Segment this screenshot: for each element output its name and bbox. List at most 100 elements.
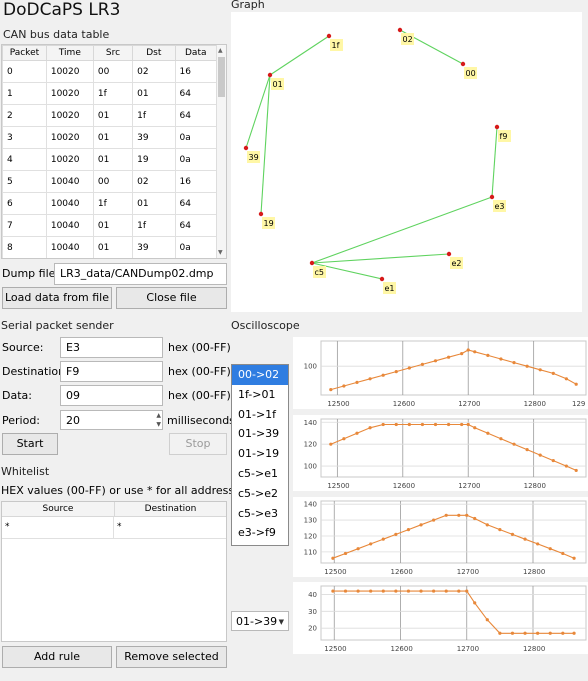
- table-cell[interactable]: 01: [92, 104, 134, 127]
- channel-list-item[interactable]: e3->f9: [238, 526, 276, 540]
- whitelist-col-source[interactable]: Source: [2, 502, 115, 516]
- table-cell[interactable]: 01: [132, 82, 176, 105]
- can-table-scrollbar[interactable]: ▲ ▼: [216, 45, 226, 258]
- table-cell[interactable]: 10020: [45, 82, 94, 105]
- table-cell[interactable]: 01: [132, 192, 176, 215]
- channel-list-item[interactable]: c5->e2: [238, 486, 278, 500]
- table-cell[interactable]: 01: [92, 214, 134, 237]
- channel-list-item[interactable]: 01->1f: [238, 407, 277, 421]
- graph-node[interactable]: 39: [243, 145, 260, 163]
- channel-list[interactable]: 00->02 1f->01 01->1f 01->39 01->19 c5->e1 c5->…: [231, 364, 289, 546]
- graph-node[interactable]: 02: [397, 27, 414, 45]
- scroll-down-icon[interactable]: ▼: [218, 249, 223, 256]
- table-row[interactable]: 0 10020 00 02 16: [2, 60, 217, 83]
- scope-panel[interactable]: 12500 12600 12700 12800 140 130 120 110: [293, 497, 588, 577]
- add-rule-button[interactable]: Add rule: [2, 646, 112, 668]
- table-cell[interactable]: 16: [174, 60, 217, 83]
- graph-node[interactable]: e3: [489, 194, 506, 212]
- spin-up-icon[interactable]: ▲: [156, 412, 161, 419]
- table-cell[interactable]: 0: [2, 60, 47, 83]
- table-cell[interactable]: 1f: [132, 104, 176, 127]
- table-cell[interactable]: 5: [2, 170, 47, 193]
- channel-list-item[interactable]: c5->e1: [238, 466, 278, 480]
- table-row[interactable]: * *: [2, 517, 226, 539]
- can-data-table[interactable]: Packet Time Src Dst Data 0 10020 00 02 16 1 10…: [1, 44, 227, 259]
- table-cell[interactable]: 3: [2, 126, 47, 149]
- start-button[interactable]: Start: [2, 433, 58, 455]
- channel-dropdown[interactable]: 01->39 ▼: [231, 611, 289, 631]
- table-cell[interactable]: 19: [132, 148, 176, 171]
- whitelist-source-cell[interactable]: *: [2, 517, 114, 538]
- table-cell[interactable]: 02: [132, 170, 176, 193]
- table-cell[interactable]: 01: [92, 148, 134, 171]
- table-cell[interactable]: 00: [92, 60, 134, 83]
- scope-panel[interactable]: 12500 12600 12700 12800 140 120 100: [293, 415, 588, 491]
- table-cell[interactable]: 0a: [174, 148, 217, 171]
- graph-node[interactable]: 19: [258, 211, 275, 229]
- channel-list-item[interactable]: 00->02: [232, 365, 288, 385]
- scope-panel[interactable]: 12500 12600 12700 12800 129 100: [293, 337, 588, 409]
- col-time[interactable]: Time: [45, 45, 94, 61]
- table-cell[interactable]: 4: [2, 148, 47, 171]
- chevron-down-icon[interactable]: ▼: [278, 618, 284, 626]
- stop-button[interactable]: Stop: [169, 433, 227, 455]
- dump-file-input[interactable]: LR3_data/CANDump02.dmp: [54, 263, 227, 285]
- table-cell[interactable]: 10020: [45, 104, 94, 127]
- whitelist-col-destination[interactable]: Destination: [144, 504, 197, 514]
- table-cell[interactable]: 64: [174, 104, 217, 127]
- table-cell[interactable]: 02: [132, 60, 176, 83]
- table-cell[interactable]: 1f: [92, 82, 134, 105]
- remove-selected-button[interactable]: Remove selected: [116, 646, 227, 668]
- period-spinbox[interactable]: 20 ▲ ▼: [60, 410, 163, 430]
- col-packet[interactable]: Packet: [2, 45, 47, 61]
- graph-node[interactable]: 1f: [326, 33, 343, 51]
- whitelist-table[interactable]: Source Destination * *: [1, 501, 227, 642]
- table-cell[interactable]: 10040: [45, 236, 94, 258]
- table-row[interactable]: 7 10040 01 1f 64: [2, 214, 217, 237]
- scope-panel[interactable]: 12500 12600 12700 12800 40 30 20: [293, 582, 588, 654]
- table-cell[interactable]: 64: [174, 214, 217, 237]
- col-data[interactable]: Data: [174, 45, 217, 61]
- table-cell[interactable]: 10040: [45, 170, 94, 193]
- scrollbar-thumb[interactable]: [218, 57, 225, 97]
- table-cell[interactable]: 8: [2, 236, 47, 258]
- table-row[interactable]: 8 10040 01 39 0a: [2, 236, 217, 258]
- table-cell[interactable]: 10040: [45, 214, 94, 237]
- table-cell[interactable]: 64: [174, 192, 217, 215]
- load-data-button[interactable]: Load data from file: [2, 287, 112, 309]
- channel-list-item[interactable]: 01->19: [238, 447, 280, 461]
- graph-node[interactable]: c5: [309, 260, 326, 278]
- table-cell[interactable]: 10020: [45, 148, 94, 171]
- graph-canvas[interactable]: 1f 02 00 01 39 19 f9 e3 e2 c5 e1: [231, 12, 582, 312]
- source-input[interactable]: E3: [60, 337, 163, 358]
- table-row[interactable]: 3 10020 01 39 0a: [2, 126, 217, 149]
- destination-input[interactable]: F9: [60, 361, 163, 382]
- table-cell[interactable]: 00: [92, 170, 134, 193]
- spin-down-icon[interactable]: ▼: [156, 421, 161, 428]
- channel-list-item[interactable]: 01->39: [238, 427, 280, 441]
- scroll-up-icon[interactable]: ▲: [218, 47, 223, 54]
- data-input[interactable]: 09: [60, 385, 163, 406]
- table-cell[interactable]: 7: [2, 214, 47, 237]
- table-cell[interactable]: 10020: [45, 126, 94, 149]
- table-row[interactable]: 6 10040 1f 01 64: [2, 192, 217, 215]
- table-row[interactable]: 1 10020 1f 01 64: [2, 82, 217, 105]
- col-src[interactable]: Src: [92, 45, 134, 61]
- table-row[interactable]: 4 10020 01 19 0a: [2, 148, 217, 171]
- channel-list-item[interactable]: c5->e3: [238, 506, 278, 520]
- whitelist-dest-cell[interactable]: *: [117, 522, 122, 532]
- table-cell[interactable]: 16: [174, 170, 217, 193]
- table-cell[interactable]: 01: [92, 126, 134, 149]
- table-row[interactable]: 2 10020 01 1f 64: [2, 104, 217, 127]
- table-cell[interactable]: 39: [132, 236, 176, 258]
- graph-node[interactable]: 01: [267, 72, 284, 90]
- graph-node[interactable]: e1: [379, 276, 396, 294]
- table-row[interactable]: 5 10040 00 02 16: [2, 170, 217, 193]
- table-cell[interactable]: 0a: [174, 126, 217, 149]
- table-cell[interactable]: 6: [2, 192, 47, 215]
- col-dst[interactable]: Dst: [132, 45, 176, 61]
- table-cell[interactable]: 64: [174, 82, 217, 105]
- table-cell[interactable]: 2: [2, 104, 47, 127]
- table-cell[interactable]: 1f: [132, 214, 176, 237]
- table-cell[interactable]: 39: [132, 126, 176, 149]
